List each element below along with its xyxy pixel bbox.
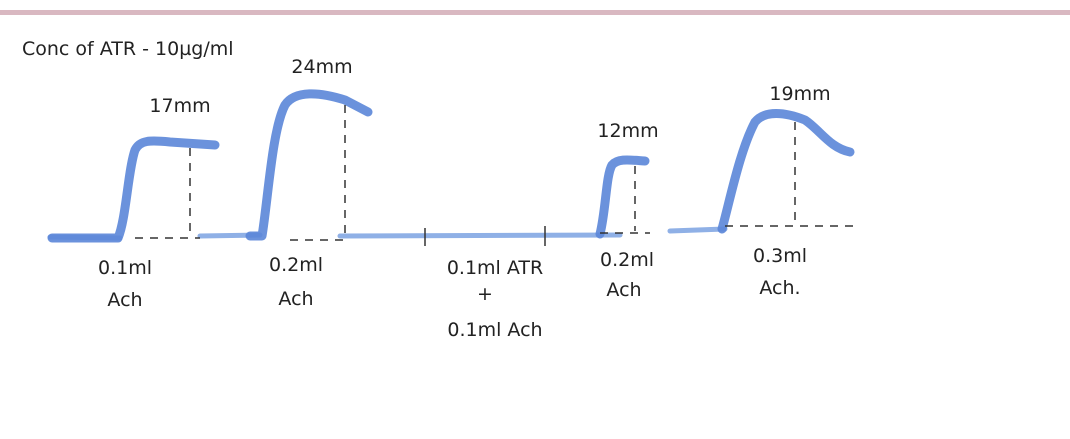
height-label: 17mm (149, 95, 210, 117)
diagram: Conc of ATR - 10µg/ml 17mm 24mm 12mm 19m… (0, 0, 1070, 439)
dose-label: 0.2ml (600, 249, 654, 271)
block-label: + (477, 283, 493, 305)
height-label: 19mm (769, 83, 830, 105)
drug-label: Ach (606, 279, 641, 301)
height-label: 12mm (597, 120, 658, 142)
background (0, 0, 1070, 439)
title: Conc of ATR - 10µg/ml (22, 38, 234, 60)
dose-label: 0.2ml (269, 254, 323, 276)
block-label: 0.1ml Ach (447, 319, 542, 341)
height-label: 24mm (291, 56, 352, 78)
page-edge (0, 10, 1070, 15)
block-label: 0.1ml ATR (447, 257, 543, 279)
drug-label: Ach. (759, 277, 800, 299)
drug-label: Ach (278, 288, 313, 310)
dose-label: 0.3ml (753, 245, 807, 267)
dose-label: 0.1ml (98, 257, 152, 279)
drug-label: Ach (107, 289, 142, 311)
